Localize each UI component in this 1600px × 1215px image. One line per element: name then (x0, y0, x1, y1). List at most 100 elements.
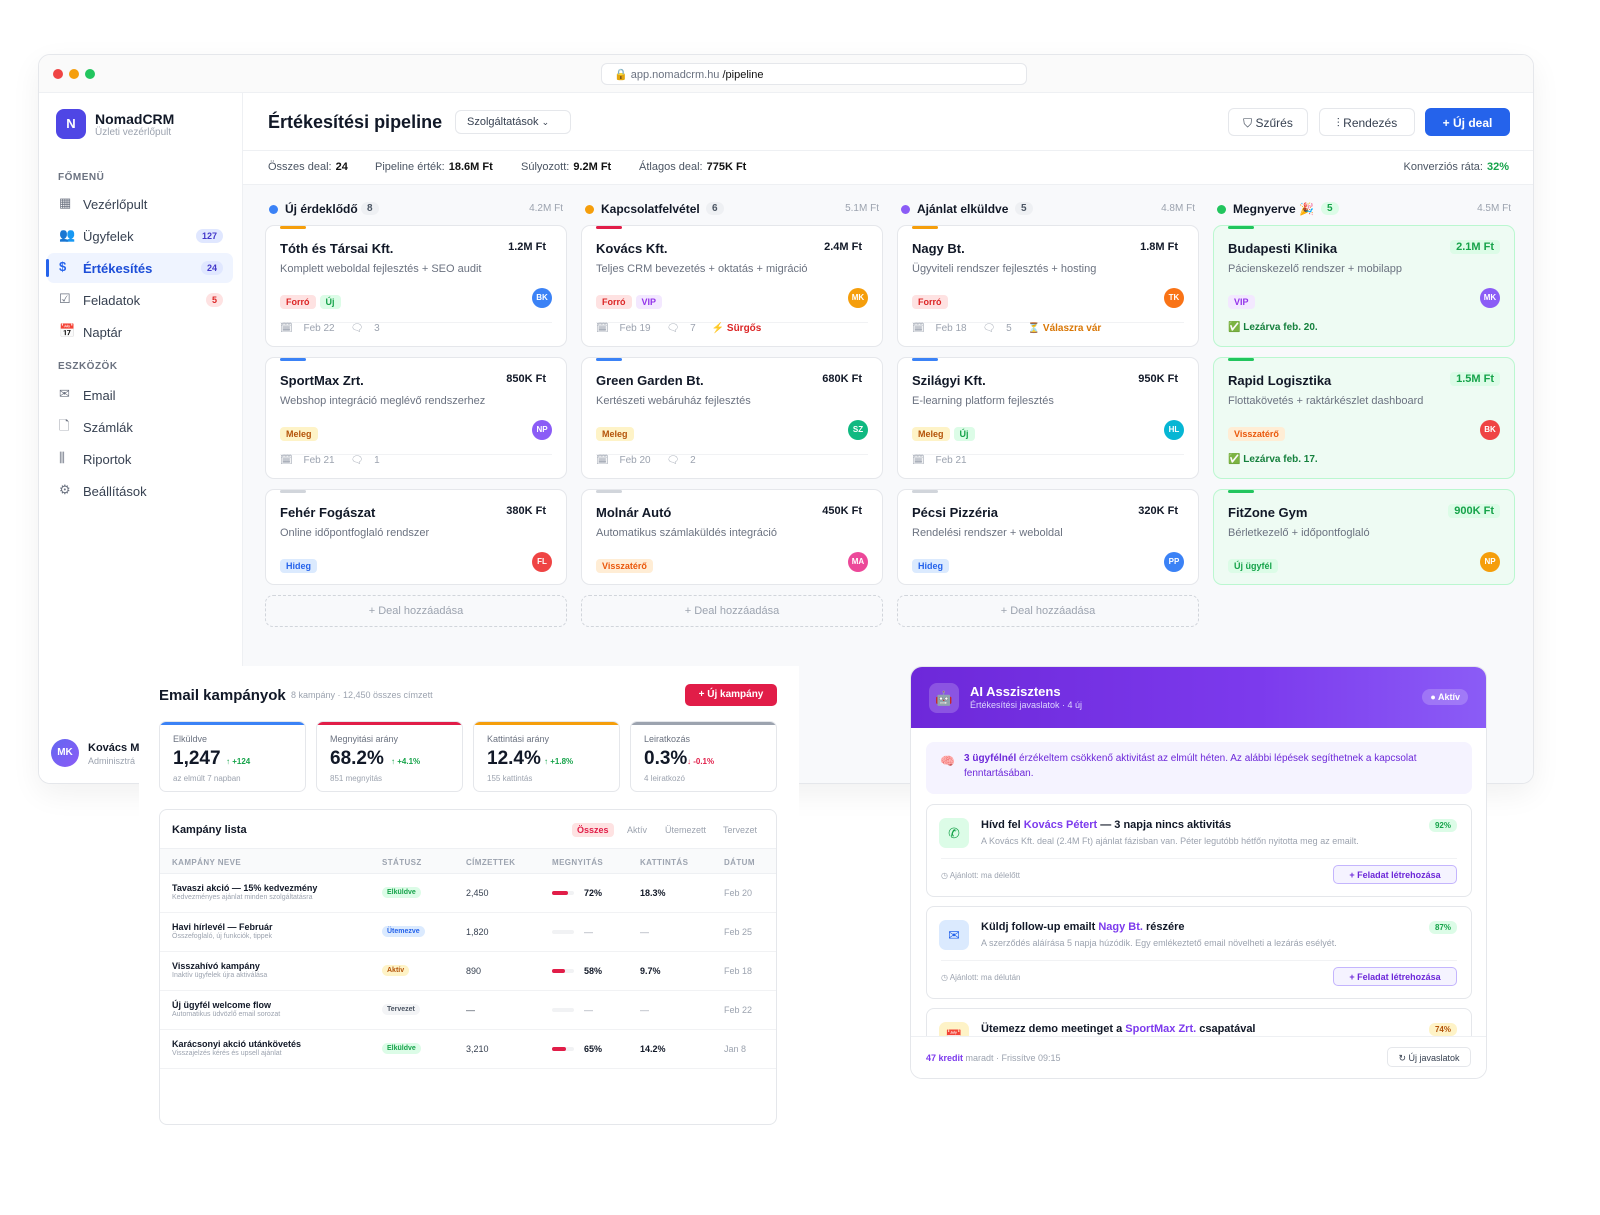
new-deal-label: Új deal (1453, 116, 1493, 130)
refresh-suggestions-button[interactable]: ↻ Új javaslatok (1387, 1047, 1471, 1067)
deal-card[interactable]: Fehér Fogászat 380K Ft Online időpontfogla… (265, 489, 567, 585)
close-dot[interactable] (53, 69, 63, 79)
page-header: Értékesítési pipeline Szolgáltatások ⌄ ⛉… (243, 93, 1533, 151)
maximize-dot[interactable] (85, 69, 95, 79)
suggestion-description: A Kovács Kft. deal (2.4M Ft) ajánlat fáz… (981, 836, 1359, 846)
sidebar-item-gear[interactable]: ⚙ Beállítások (47, 476, 233, 506)
deal-comments-count: 5 (1006, 323, 1012, 334)
sidebar-item-users[interactable]: 👥 Ügyfelek 127 (47, 221, 233, 251)
deal-card[interactable]: Szilágyi Kft. 950K Ft E-learning platform … (897, 357, 1199, 479)
filter-tab[interactable]: Tervezet (723, 825, 758, 835)
deal-meta: 🗓 Feb 21 (912, 454, 1184, 466)
stat-total-value: 24 (335, 161, 348, 173)
column-header: Megnyerve 🎉 5 4.5M Ft (1213, 195, 1515, 225)
table-row[interactable]: Karácsonyi akció utánkövetés Visszajelzés… (160, 1030, 776, 1069)
avatar: BK (532, 288, 552, 308)
deal-card[interactable]: Budapesti Klinika 2.1M Ft Pácienskezelő re… (1213, 225, 1515, 347)
filter-tab[interactable]: Összes (572, 823, 614, 837)
calendar-icon: 🗓 (912, 455, 928, 466)
deal-description: Bérletkezelő + időpontfoglaló (1228, 527, 1370, 539)
count-badge: 127 (195, 229, 223, 243)
add-deal-button[interactable]: + Deal hozzáadása (265, 595, 567, 627)
section-tools-label: ESZKÖZÖK (58, 361, 118, 372)
deal-tag: Meleg (596, 427, 634, 441)
deal-description: Webshop integráció meglévő rendszerhez (280, 395, 486, 407)
deal-card[interactable]: Green Garden Bt. 680K Ft Kertészeti webáru… (581, 357, 883, 479)
sidebar-item-mail[interactable]: ✉ Email (47, 380, 233, 410)
app-logo[interactable]: N (56, 109, 86, 139)
deal-card[interactable]: Tóth és Társai Kft. 1.2M Ft Komplett webol… (265, 225, 567, 347)
new-campaign-button[interactable]: + Új kampány (685, 684, 777, 706)
sidebar-item-file[interactable]: 🗋 Számlák (47, 412, 233, 442)
ai-header: 🤖 AI Asszisztens Értékesítési javaslatok… (911, 667, 1486, 728)
avatar: HL (1164, 420, 1184, 440)
filter-tab[interactable]: Aktív (627, 825, 648, 835)
sidebar-item-label: Riportok (83, 452, 132, 467)
sidebar-item-chart[interactable]: ⫼ Riportok (47, 444, 233, 474)
service-select[interactable]: Szolgáltatások ⌄ (455, 110, 571, 134)
new-deal-button[interactable]: + Új deal (1425, 108, 1510, 136)
sidebar-item-checkbox[interactable]: ☑ Feladatok 5 (47, 285, 233, 315)
table-row[interactable]: Visszahívó kampány Inaktív ügyfelek újra … (160, 952, 776, 991)
add-deal-button[interactable]: + Deal hozzáadása (897, 595, 1199, 627)
avatar: SZ (848, 420, 868, 440)
deal-card[interactable]: Rapid Logisztika 1.5M Ft Flottakövetés + r… (1213, 357, 1515, 479)
deal-comments: 🗨 3 (351, 323, 388, 334)
create-task-button[interactable]: + Feladat létrehozása (1333, 967, 1457, 986)
suggestion-highlight[interactable]: SportMax Zrt. (1125, 1023, 1197, 1035)
priority-bar (596, 490, 622, 493)
kpi-delta: ↑ +1.8% (544, 757, 574, 766)
user-profile[interactable]: MK Kovács M Adminisztrá (51, 735, 241, 775)
deal-meta: 🗓 Feb 19 🗨 7 ⚡ Sürgős (596, 322, 868, 334)
stat-average: Átlagos deal: 775K Ft (639, 161, 746, 173)
deal-comments: 🗨 1 (351, 455, 388, 466)
suggestion-highlight[interactable]: Nagy Bt. (1098, 921, 1143, 933)
create-task-button[interactable]: + Feladat létrehozása (1333, 865, 1457, 884)
sidebar-item-label: Beállítások (83, 484, 147, 499)
deal-tag: Hideg (280, 559, 318, 573)
confidence-badge: 87% (1428, 921, 1457, 934)
table-row[interactable]: Tavaszi akció — 15% kedvezmény Kedvezmény… (160, 874, 776, 913)
deal-name: Rapid Logisztika (1228, 373, 1332, 388)
confidence-badge: 92% (1428, 819, 1457, 832)
campaign-name: Új ügyfél welcome flow (172, 1000, 272, 1010)
kpi-subtext: 851 megnyitás (330, 774, 383, 783)
deal-card[interactable]: Nagy Bt. 1.8M Ft Ügyviteli rendszer fejles… (897, 225, 1199, 347)
suggestion-title-post: részére (1142, 921, 1185, 933)
sort-button[interactable]: ⫶ Rendezés (1319, 108, 1415, 136)
campaign-subtitle: Összefoglaló, új funkciók, tippek (172, 933, 272, 940)
priority-bar (280, 226, 306, 229)
address-bar[interactable]: 🔒 app.nomadcrm.hu /pipeline (601, 63, 1027, 85)
add-deal-button[interactable]: + Deal hozzáadása (581, 595, 883, 627)
table-row[interactable]: Új ügyfél welcome flow Automatikus üdvözl… (160, 991, 776, 1030)
deal-comments-count: 3 (374, 323, 380, 334)
kpi-card: Leiratkozás 0.3% ↓ -0.1% 4 leiratkozó (630, 721, 777, 792)
sidebar-item-grid[interactable]: ▦ Vezérlőpult (47, 189, 233, 219)
kpi-label: Elküldve (173, 734, 208, 744)
table-row[interactable]: Havi hírlevél — Február Összefoglaló, új … (160, 913, 776, 952)
brain-icon: 🧠 (940, 754, 955, 768)
sidebar-item-calendar[interactable]: 📅 Naptár (47, 317, 233, 347)
column-count: 6 (706, 202, 724, 215)
plus-icon: + (368, 605, 379, 617)
deal-tag: VIP (1228, 295, 1255, 309)
deal-date-text: Feb 18 (935, 323, 967, 334)
filter-button[interactable]: ⛉ Szűrés (1228, 108, 1308, 136)
suggestion-highlight[interactable]: Kovács Pétert (1023, 819, 1098, 831)
recipients-count: 1,820 (466, 927, 489, 937)
recommended-time: ◷ Ajánlott: ma délelőtt (941, 871, 1020, 880)
deal-value: 380K Ft (506, 505, 546, 517)
deal-card[interactable]: Pécsi Pizzéria 320K Ft Rendelési rendszer … (897, 489, 1199, 585)
comment-icon: 🗨 (666, 323, 683, 334)
deal-card[interactable]: SportMax Zrt. 850K Ft Webshop integráció m… (265, 357, 567, 479)
sidebar-item-dollar[interactable]: $ Értékesítés 24 (46, 253, 233, 283)
deal-card[interactable]: FitZone Gym 900K Ft Bérletkezelő + időpont… (1213, 489, 1515, 585)
deal-card[interactable]: Kovács Kft. 2.4M Ft Teljes CRM bevezetés +… (581, 225, 883, 347)
deal-card[interactable]: Molnár Autó 450K Ft Automatikus számlaküld… (581, 489, 883, 585)
avatar: PP (1164, 552, 1184, 572)
deal-value: 2.4M Ft (824, 241, 862, 253)
email-title: Email kampányok (159, 687, 286, 704)
minimize-dot[interactable] (69, 69, 79, 79)
user-role: Adminisztrá (88, 756, 136, 766)
filter-tab[interactable]: Ütemezett (665, 825, 707, 835)
